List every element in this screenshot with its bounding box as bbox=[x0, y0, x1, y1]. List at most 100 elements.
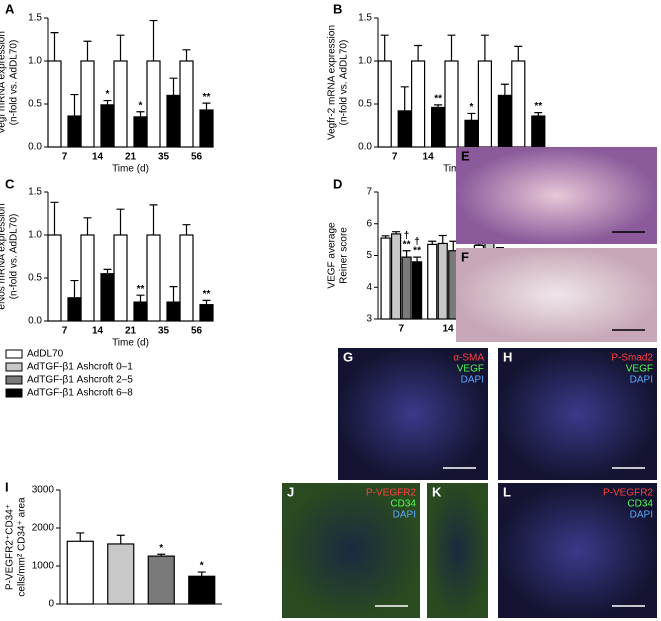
error-bar bbox=[116, 208, 125, 235]
x-tick-label: 21 bbox=[125, 152, 137, 163]
legend-label: AdDL70 bbox=[27, 349, 64, 360]
bar bbox=[107, 543, 135, 605]
x-axis-label: Time (d) bbox=[112, 338, 149, 349]
bar bbox=[80, 60, 95, 148]
stain-label: α-SMA bbox=[453, 353, 484, 364]
error-bar bbox=[149, 204, 158, 235]
bar bbox=[66, 540, 94, 605]
y-axis-label: P-VEGFR2⁺CD34⁺ bbox=[5, 504, 16, 590]
y-tick-label: 4 bbox=[366, 282, 372, 293]
y-axis-label: (n-fold vs. AdDL70) bbox=[339, 40, 350, 126]
error-bar bbox=[400, 86, 409, 111]
error-bar bbox=[136, 111, 145, 117]
y-tick-label: 0.5 bbox=[358, 99, 372, 110]
error-bar bbox=[50, 32, 59, 61]
bar bbox=[147, 555, 175, 605]
panel-letter: E bbox=[461, 148, 470, 163]
micrograph bbox=[338, 348, 488, 480]
stain-label: DAPI bbox=[630, 510, 653, 521]
error-bar bbox=[413, 256, 422, 262]
error-bar bbox=[149, 19, 158, 61]
x-tick-label: 14 bbox=[92, 326, 104, 337]
y-tick-label: 1000 bbox=[32, 561, 55, 572]
error-bar bbox=[169, 77, 178, 96]
significance-label: ** bbox=[434, 94, 442, 105]
error-bar bbox=[514, 45, 523, 61]
error-bar bbox=[50, 201, 59, 235]
error-bar bbox=[70, 93, 79, 117]
error-bar bbox=[381, 235, 390, 239]
bar bbox=[166, 94, 181, 148]
y-axis-label: Reiner score bbox=[339, 227, 350, 284]
bar bbox=[411, 261, 423, 320]
bar bbox=[477, 60, 492, 148]
micrograph bbox=[282, 483, 420, 618]
bar bbox=[133, 301, 148, 322]
significance-label: * bbox=[159, 543, 163, 554]
y-tick-label: 0 bbox=[48, 599, 54, 610]
bar bbox=[390, 233, 402, 320]
x-tick-label: 35 bbox=[158, 152, 170, 163]
bar bbox=[113, 234, 128, 322]
y-axis-label: Vegfr-2 mRNA expression bbox=[327, 25, 338, 140]
x-axis-label: Time (d) bbox=[112, 164, 149, 175]
legend-swatch bbox=[5, 362, 23, 372]
y-tick-label: 1.5 bbox=[28, 13, 42, 24]
micrograph bbox=[456, 147, 657, 244]
error-bar bbox=[103, 268, 112, 274]
bar bbox=[199, 109, 214, 148]
bar bbox=[397, 110, 412, 148]
y-tick-label: 1.0 bbox=[28, 56, 42, 67]
bar bbox=[146, 234, 161, 322]
bar bbox=[113, 60, 128, 148]
error-bar bbox=[467, 112, 476, 121]
y-axis-label: (n-fold vs. AdDL70) bbox=[9, 214, 20, 300]
legend-swatch bbox=[5, 349, 23, 359]
significance-label: ** bbox=[403, 239, 411, 250]
x-tick-label: 21 bbox=[125, 326, 137, 337]
bar bbox=[380, 237, 391, 320]
bar bbox=[444, 60, 459, 148]
y-tick-label: 0.0 bbox=[28, 316, 42, 327]
error-bar bbox=[103, 99, 112, 105]
bar bbox=[497, 94, 512, 148]
stain-label: P-Smad2 bbox=[611, 353, 653, 364]
bar bbox=[166, 301, 181, 322]
micrograph bbox=[498, 483, 657, 618]
y-tick-label: 3000 bbox=[32, 485, 55, 496]
bar bbox=[179, 60, 194, 148]
x-tick-label: 56 bbox=[191, 326, 203, 337]
significance-label: * bbox=[200, 561, 204, 572]
significance-label: ** bbox=[203, 289, 211, 300]
stain-label: VEGF bbox=[626, 364, 653, 375]
bar bbox=[511, 60, 526, 148]
error-bar bbox=[447, 34, 456, 61]
error-bar bbox=[449, 240, 458, 251]
x-tick-label: 7 bbox=[392, 152, 398, 163]
bar bbox=[199, 304, 214, 322]
error-bar bbox=[534, 112, 543, 117]
x-tick-label: 56 bbox=[191, 152, 203, 163]
error-bar bbox=[182, 49, 191, 61]
significance-label: † bbox=[404, 230, 410, 241]
error-bar bbox=[434, 104, 443, 108]
x-tick-label: 35 bbox=[158, 326, 170, 337]
error-bar bbox=[202, 299, 211, 305]
error-bar bbox=[402, 250, 411, 258]
legend-swatch bbox=[5, 388, 23, 398]
significance-label: * bbox=[470, 102, 474, 113]
y-tick-label: 1.0 bbox=[358, 56, 372, 67]
error-bar bbox=[500, 83, 509, 96]
error-bar bbox=[414, 44, 423, 61]
panel-letter: H bbox=[503, 349, 512, 364]
y-tick-label: 7 bbox=[366, 187, 372, 198]
stain-label: DAPI bbox=[461, 375, 484, 386]
y-tick-label: 0.5 bbox=[28, 273, 42, 284]
legend-label: AdTGF-β1 Ashcroft 6–8 bbox=[27, 388, 133, 399]
y-tick-label: 1.0 bbox=[28, 230, 42, 241]
panel-letter: L bbox=[503, 484, 511, 499]
error-bar bbox=[438, 234, 447, 244]
bar bbox=[437, 242, 448, 320]
stain-label: VEGF bbox=[457, 364, 484, 375]
panel-letter: I bbox=[5, 479, 9, 494]
